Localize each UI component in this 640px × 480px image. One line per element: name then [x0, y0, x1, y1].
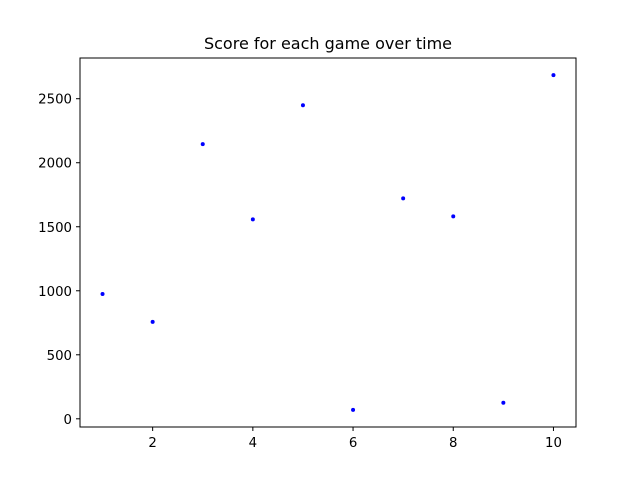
data-point: [451, 214, 456, 219]
data-point: [501, 400, 506, 405]
y-tick-label: 2500: [38, 93, 72, 108]
data-point: [100, 291, 105, 296]
x-tick-label: 8: [449, 436, 457, 451]
chart-title: Score for each game over time: [204, 34, 452, 53]
x-tick-label: 2: [148, 436, 156, 451]
x-tick-label: 10: [545, 436, 562, 451]
data-point: [551, 73, 556, 78]
data-point: [150, 319, 155, 324]
y-tick-label: 1500: [38, 221, 72, 236]
y-tick-label: 2000: [38, 157, 72, 172]
plot-area-frame: [79, 57, 577, 428]
data-point: [401, 196, 406, 201]
y-tick-label: 1000: [38, 285, 72, 300]
x-tick-label: 6: [349, 436, 357, 451]
data-point: [200, 142, 205, 147]
data-points: [100, 73, 556, 412]
y-axis-ticks: 0 500 1000 1500 2000 2500: [38, 93, 80, 428]
x-axis-ticks: 2 4 6 8 10: [148, 427, 562, 451]
y-tick-label: 500: [47, 349, 72, 364]
data-point: [300, 103, 305, 108]
x-tick-label: 4: [249, 436, 257, 451]
data-point: [250, 217, 255, 222]
data-point: [351, 407, 356, 412]
y-tick-label: 0: [64, 413, 72, 428]
